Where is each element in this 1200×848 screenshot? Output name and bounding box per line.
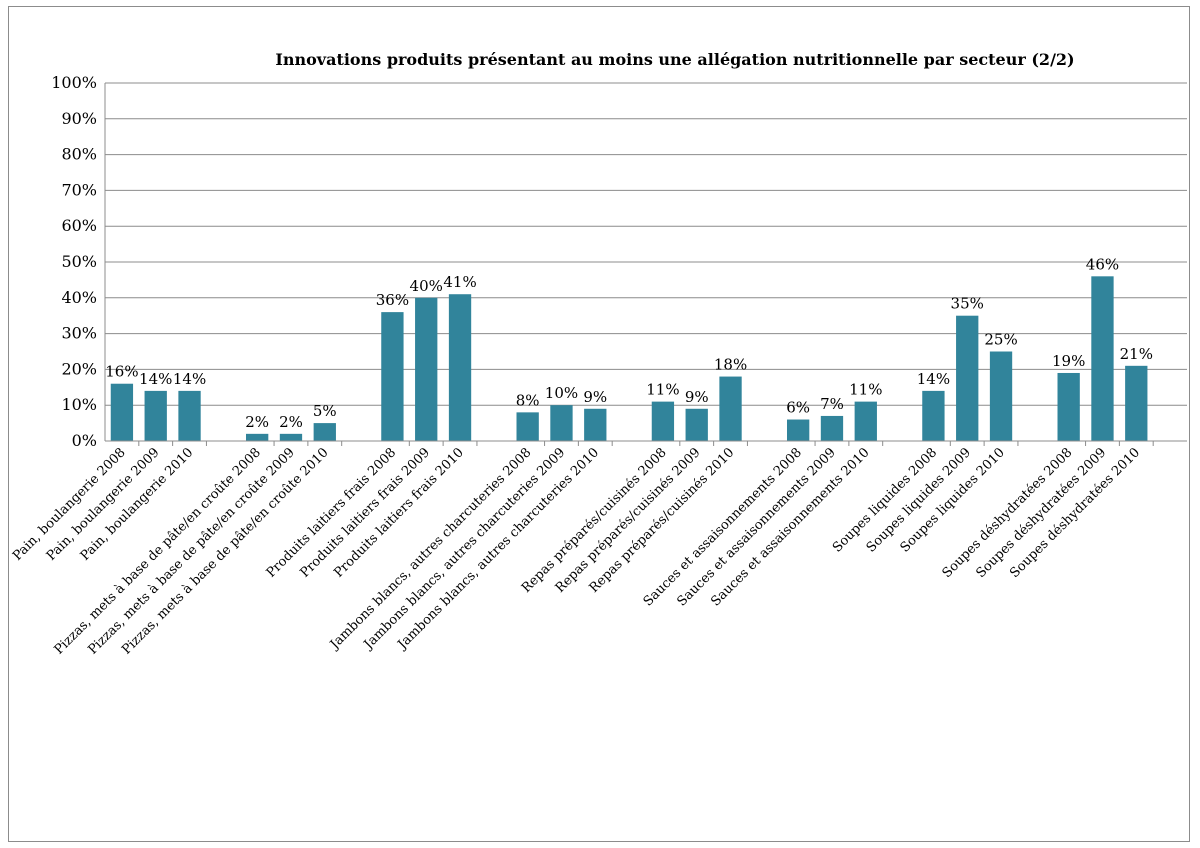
bar	[1091, 276, 1114, 441]
y-tick-label: 60%	[61, 216, 97, 235]
gridlines	[105, 82, 1187, 406]
bar	[584, 408, 607, 441]
y-tick-label: 40%	[61, 288, 97, 307]
category-label: Soupes déshydratées 2010	[1007, 445, 1143, 581]
axes	[104, 83, 1187, 446]
data-label: 6%	[786, 399, 810, 417]
data-label: 10%	[545, 384, 578, 402]
data-label: 16%	[105, 363, 138, 381]
bar	[550, 405, 573, 441]
y-tick-label: 0%	[72, 431, 97, 450]
data-label: 11%	[646, 381, 679, 399]
data-label: 36%	[376, 291, 409, 309]
bar	[651, 401, 675, 441]
bar	[685, 408, 708, 441]
data-labels: 16% 14% 14%2% 2%5%36%40% 41%8% 10% 9% 11% 9%18%6…	[105, 255, 1153, 431]
y-tick-label: 100%	[51, 73, 97, 92]
y-tick-label: 70%	[61, 180, 97, 199]
bars	[110, 276, 1148, 441]
bar	[786, 419, 810, 441]
data-label: 7%	[820, 395, 844, 413]
category-label: Sauces et assaisonnements 2009	[675, 445, 839, 609]
bar	[110, 383, 134, 441]
data-label: 11%	[849, 381, 882, 399]
data-label: 46%	[1086, 255, 1119, 273]
bar	[415, 297, 438, 441]
data-label: 14%	[139, 370, 172, 388]
bar	[989, 351, 1013, 441]
y-tick-label: 90%	[61, 109, 97, 128]
bar	[1125, 365, 1148, 441]
bar	[516, 412, 539, 441]
bar	[178, 390, 201, 441]
bar	[448, 294, 472, 441]
bar	[279, 433, 303, 441]
data-label: 14%	[917, 370, 950, 388]
bar	[381, 312, 404, 441]
bar	[854, 401, 877, 441]
data-label: 35%	[951, 295, 984, 313]
data-label: 8%	[516, 391, 540, 409]
chart-title: Innovations produits présentant au moins…	[275, 50, 1074, 69]
bar	[245, 433, 269, 441]
data-label: 41%	[443, 273, 476, 291]
bar-chart: Innovations produits présentant au moins…	[10, 50, 1187, 658]
y-tick-label: 20%	[61, 359, 97, 378]
data-label: 18%	[714, 356, 747, 374]
bar	[719, 376, 742, 441]
bar	[956, 315, 979, 441]
y-tick-label: 50%	[61, 252, 97, 271]
bar	[922, 390, 945, 441]
y-tick-label: 30%	[61, 324, 97, 343]
data-label: 14%	[173, 370, 206, 388]
data-label: 2%	[245, 413, 269, 431]
data-label: 40%	[410, 277, 443, 295]
bar	[1057, 372, 1080, 441]
bar	[313, 423, 336, 441]
data-label: 19%	[1052, 352, 1085, 370]
data-label: 2%	[279, 413, 303, 431]
bar	[820, 415, 844, 441]
bar	[144, 390, 167, 441]
data-label: 9%	[583, 388, 607, 406]
data-label: 25%	[984, 331, 1017, 349]
y-tick-label: 10%	[61, 395, 97, 414]
category-label: Pizzas, mets à base de pâte/en croûte 20…	[85, 445, 297, 657]
data-label: 9%	[685, 388, 709, 406]
data-label: 5%	[313, 402, 337, 420]
y-axis-ticks: 0% 10% 20% 30% 40% 50% 60% 70% 80% 90% 100%	[51, 73, 97, 450]
y-tick-label: 80%	[61, 145, 97, 164]
chart-frame: Innovations produits présentant au moins…	[8, 6, 1190, 842]
data-label: 21%	[1120, 345, 1153, 363]
